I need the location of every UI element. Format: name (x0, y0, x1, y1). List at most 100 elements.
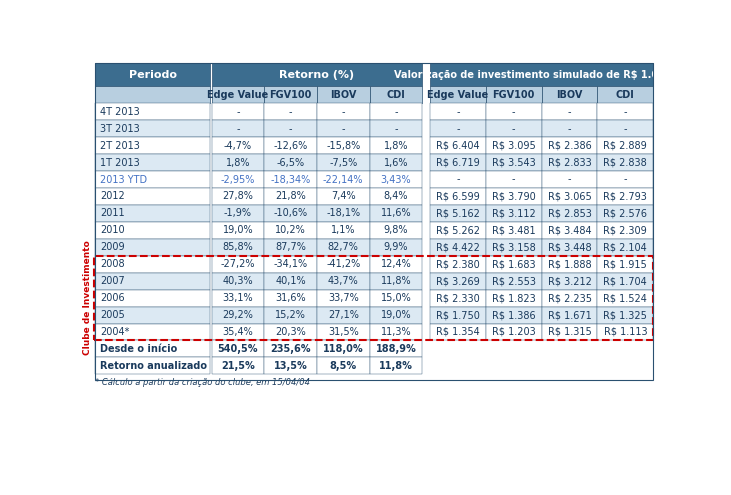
Bar (211, 137, 264, 154)
Bar (597, 171, 654, 188)
Bar (211, 63, 423, 86)
Text: -15,8%: -15,8% (326, 141, 360, 150)
Bar (211, 239, 264, 256)
Text: 13,5%: 13,5% (273, 361, 308, 371)
Text: R$ 1.888: R$ 1.888 (548, 259, 591, 269)
Text: -: - (512, 175, 515, 185)
Bar (264, 188, 317, 205)
Text: R$ 3.790: R$ 3.790 (492, 192, 536, 201)
Text: 20,3%: 20,3% (275, 327, 306, 337)
Text: 11,8%: 11,8% (379, 361, 413, 371)
Text: -: - (512, 124, 515, 134)
Text: R$ 2.380: R$ 2.380 (436, 259, 480, 269)
Text: R$ 4.422: R$ 4.422 (436, 242, 480, 252)
Text: R$ 6.599: R$ 6.599 (436, 192, 480, 201)
Bar (486, 324, 542, 341)
Bar (430, 239, 486, 256)
Text: CDI: CDI (387, 90, 405, 100)
Text: Valorização de investimento simulado de R$ 1.000,00: Valorização de investimento simulado de … (394, 70, 689, 80)
Bar (597, 103, 654, 120)
Bar (597, 154, 654, 171)
Bar (597, 239, 654, 256)
Text: 2006: 2006 (100, 293, 124, 303)
Text: 188,9%: 188,9% (376, 344, 417, 354)
Bar (597, 324, 654, 341)
Bar (317, 205, 370, 222)
Bar (486, 86, 542, 103)
Text: R$ 6.719: R$ 6.719 (436, 157, 480, 168)
Bar (95, 290, 210, 306)
Bar (211, 103, 264, 120)
Text: 9,8%: 9,8% (384, 225, 408, 235)
Bar (211, 341, 264, 357)
Bar (597, 205, 654, 222)
Text: R$ 3.112: R$ 3.112 (492, 208, 536, 218)
Text: R$ 1.915: R$ 1.915 (604, 259, 647, 269)
Bar (317, 120, 370, 137)
Bar (542, 290, 597, 306)
Bar (370, 171, 423, 188)
Text: -: - (456, 107, 460, 117)
Text: 12,4%: 12,4% (381, 259, 412, 269)
Bar (486, 120, 542, 137)
Text: -: - (512, 107, 515, 117)
Text: Clube de Investimento: Clube de Investimento (83, 241, 92, 355)
Text: 1,8%: 1,8% (384, 141, 408, 150)
Bar (486, 205, 542, 222)
Text: 19,0%: 19,0% (381, 310, 412, 320)
Bar (597, 188, 654, 205)
Text: 15,2%: 15,2% (275, 310, 306, 320)
Text: R$ 2.833: R$ 2.833 (548, 157, 591, 168)
Text: R$ 1.386: R$ 1.386 (492, 310, 536, 320)
Text: -: - (236, 124, 240, 134)
Text: R$ 3.212: R$ 3.212 (548, 276, 591, 286)
Bar (597, 120, 654, 137)
Bar (597, 306, 654, 324)
Bar (95, 256, 210, 273)
Text: R$ 2.853: R$ 2.853 (548, 208, 591, 218)
Bar (597, 86, 654, 103)
Text: R$ 1.683: R$ 1.683 (492, 259, 536, 269)
Bar (317, 154, 370, 171)
Bar (597, 290, 654, 306)
Bar (95, 188, 210, 205)
Bar (211, 256, 264, 273)
Bar (597, 256, 654, 273)
Bar (264, 222, 317, 239)
Text: -: - (624, 124, 627, 134)
Text: 27,8%: 27,8% (222, 192, 253, 201)
Bar (211, 357, 264, 374)
Bar (430, 256, 486, 273)
Text: 1,1%: 1,1% (331, 225, 355, 235)
Bar (264, 86, 317, 103)
Text: -41,2%: -41,2% (326, 259, 360, 269)
Bar (542, 171, 597, 188)
Text: -: - (568, 175, 572, 185)
Bar (317, 239, 370, 256)
Text: R$ 2.104: R$ 2.104 (604, 242, 647, 252)
Text: 2013 YTD: 2013 YTD (100, 175, 147, 185)
Bar (95, 306, 210, 324)
Bar (430, 103, 486, 120)
Text: CDI: CDI (616, 90, 635, 100)
Bar (430, 154, 486, 171)
Text: -10,6%: -10,6% (273, 208, 308, 218)
Text: 2010: 2010 (100, 225, 124, 235)
Text: R$ 2.235: R$ 2.235 (548, 293, 591, 303)
Text: 2009: 2009 (100, 242, 124, 252)
Bar (95, 103, 210, 120)
Bar (542, 256, 597, 273)
Bar (264, 290, 317, 306)
Text: -22,14%: -22,14% (323, 175, 363, 185)
Bar (486, 290, 542, 306)
Text: R$ 1.325: R$ 1.325 (603, 310, 647, 320)
Text: -: - (624, 175, 627, 185)
Bar (317, 306, 370, 324)
Text: -4,7%: -4,7% (224, 141, 252, 150)
Bar (430, 306, 486, 324)
Text: R$ 1.113: R$ 1.113 (604, 327, 647, 337)
Bar (370, 341, 423, 357)
Text: 3T 2013: 3T 2013 (100, 124, 140, 134)
Bar (370, 306, 423, 324)
Bar (430, 273, 486, 290)
